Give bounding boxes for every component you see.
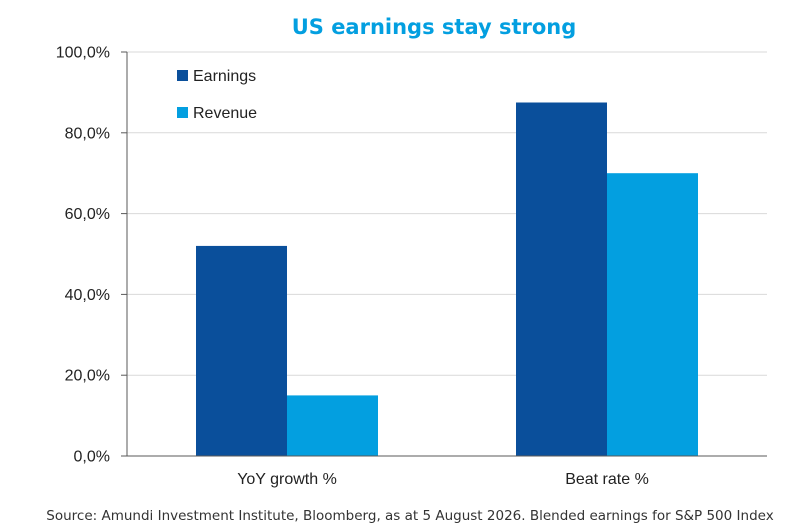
- chart-title: US earnings stay strong: [292, 15, 577, 39]
- axes: 0,0% 20,0% 40,0% 60,0% 80,0% 100,0% YoY growth…: [56, 45, 767, 488]
- bar-revenue-2: [607, 173, 698, 456]
- bar-earnings-2: [516, 102, 607, 456]
- source-note: Source: Amundi Investment Institute, Blo…: [46, 508, 773, 524]
- y-tick-label: 20,0%: [65, 368, 110, 385]
- legend-swatch: [177, 70, 188, 81]
- y-tick-label: 40,0%: [65, 287, 110, 304]
- legend-label: Earnings: [193, 68, 256, 85]
- x-category-label: Beat rate %: [565, 471, 649, 488]
- y-tick-label: 80,0%: [65, 125, 110, 142]
- x-category-label: YoY growth %: [237, 471, 337, 488]
- bar-earnings-1: [196, 245, 287, 456]
- bars: [196, 102, 698, 456]
- y-tick-label: 0,0%: [74, 449, 110, 466]
- legend-label: Revenue: [193, 105, 257, 122]
- y-tick-label: 60,0%: [65, 206, 110, 223]
- bar-revenue-1: [287, 395, 378, 456]
- y-tick-label: 100,0%: [56, 45, 110, 62]
- legend-swatch: [177, 107, 188, 118]
- legend: Earnings Revenue: [177, 68, 257, 122]
